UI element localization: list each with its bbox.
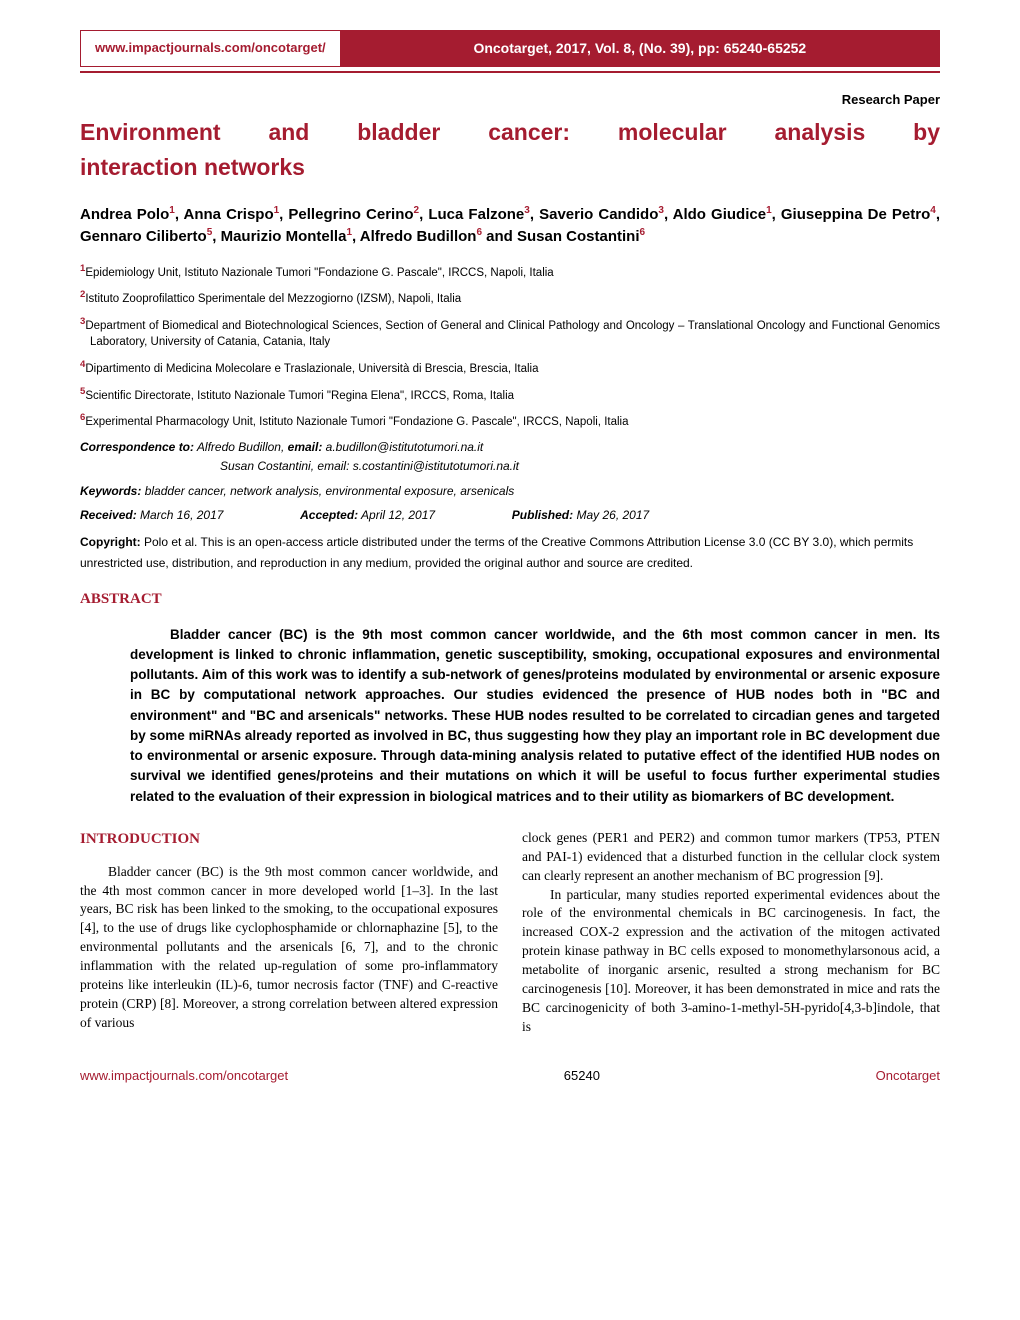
authors: Andrea Polo1, Anna Crispo1, Pellegrino C… [80,204,940,248]
footer-journal: Oncotarget [876,1067,940,1086]
body-columns: INTRODUCTION Bladder cancer (BC) is the … [80,829,940,1037]
copyright-text: Polo et al. This is an open-access artic… [80,535,913,569]
corr-email2: s.costantini@istitutotumori.na.it [353,459,519,473]
received-date: March 16, 2017 [140,508,223,522]
affiliation: 2Istituto Zooprofilattico Sperimentale d… [80,288,940,308]
correspondence-line2: Susan Costantini, email: s.costantini@is… [220,458,940,475]
copyright-label: Copyright: [80,535,141,549]
corr-name1: Alfredo Budillon, [197,440,284,454]
intro-heading: INTRODUCTION [80,829,498,851]
divider [80,71,940,73]
intro-p2: clock genes (PER1 and PER2) and common t… [522,829,940,886]
intro-p3: In particular, many studies reported exp… [522,886,940,1037]
abstract-body: Bladder cancer (BC) is the 9th most comm… [130,625,940,807]
paper-type: Research Paper [80,91,940,110]
corr-label: Correspondence to: [80,440,194,454]
footer-url: www.impactjournals.com/oncotarget [80,1067,288,1086]
affiliation: 5Scientific Directorate, Istituto Nazion… [80,385,940,405]
keywords: Keywords: bladder cancer, network analys… [80,483,940,500]
correspondence-line1: Correspondence to: Alfredo Budillon, ema… [80,439,940,456]
affiliation: 6Experimental Pharmacology Unit, Istitut… [80,411,940,431]
published-date: May 26, 2017 [576,508,649,522]
affiliation: 4Dipartimento di Medicina Molecolare e T… [80,358,940,378]
page-number: 65240 [564,1067,600,1086]
accepted-label: Accepted: [300,508,358,522]
title-line2: interaction networks [80,151,940,184]
accepted-date: April 12, 2017 [361,508,435,522]
dates: Received: March 16, 2017 Accepted: April… [80,507,940,524]
header-bar: www.impactjournals.com/oncotarget/ Oncot… [80,30,940,67]
header-url: www.impactjournals.com/oncotarget/ [80,30,340,67]
published-label: Published: [512,508,573,522]
corr-name2: Susan Costantini, [220,459,314,473]
intro-p1: Bladder cancer (BC) is the 9th most comm… [80,863,498,1033]
email-label: email: [288,440,323,454]
header-citation: Oncotarget, 2017, Vol. 8, (No. 39), pp: … [340,30,940,67]
keywords-text: bladder cancer, network analysis, enviro… [145,484,515,498]
footer: www.impactjournals.com/oncotarget 65240 … [80,1067,940,1086]
abstract-heading: ABSTRACT [80,589,940,611]
email-label2: email: [317,459,349,473]
column-left: INTRODUCTION Bladder cancer (BC) is the … [80,829,498,1037]
title-line1: Environment and bladder cancer: molecula… [80,116,940,149]
copyright: Copyright: Polo et al. This is an open-a… [80,532,940,573]
affiliations: 1Epidemiology Unit, Istituto Nazionale T… [80,262,940,431]
corr-email1: a.budillon@istitutotumori.na.it [326,440,484,454]
affiliation: 3Department of Biomedical and Biotechnol… [80,315,940,351]
affiliation: 1Epidemiology Unit, Istituto Nazionale T… [80,262,940,282]
keywords-label: Keywords: [80,484,141,498]
received-label: Received: [80,508,137,522]
column-right: clock genes (PER1 and PER2) and common t… [522,829,940,1037]
